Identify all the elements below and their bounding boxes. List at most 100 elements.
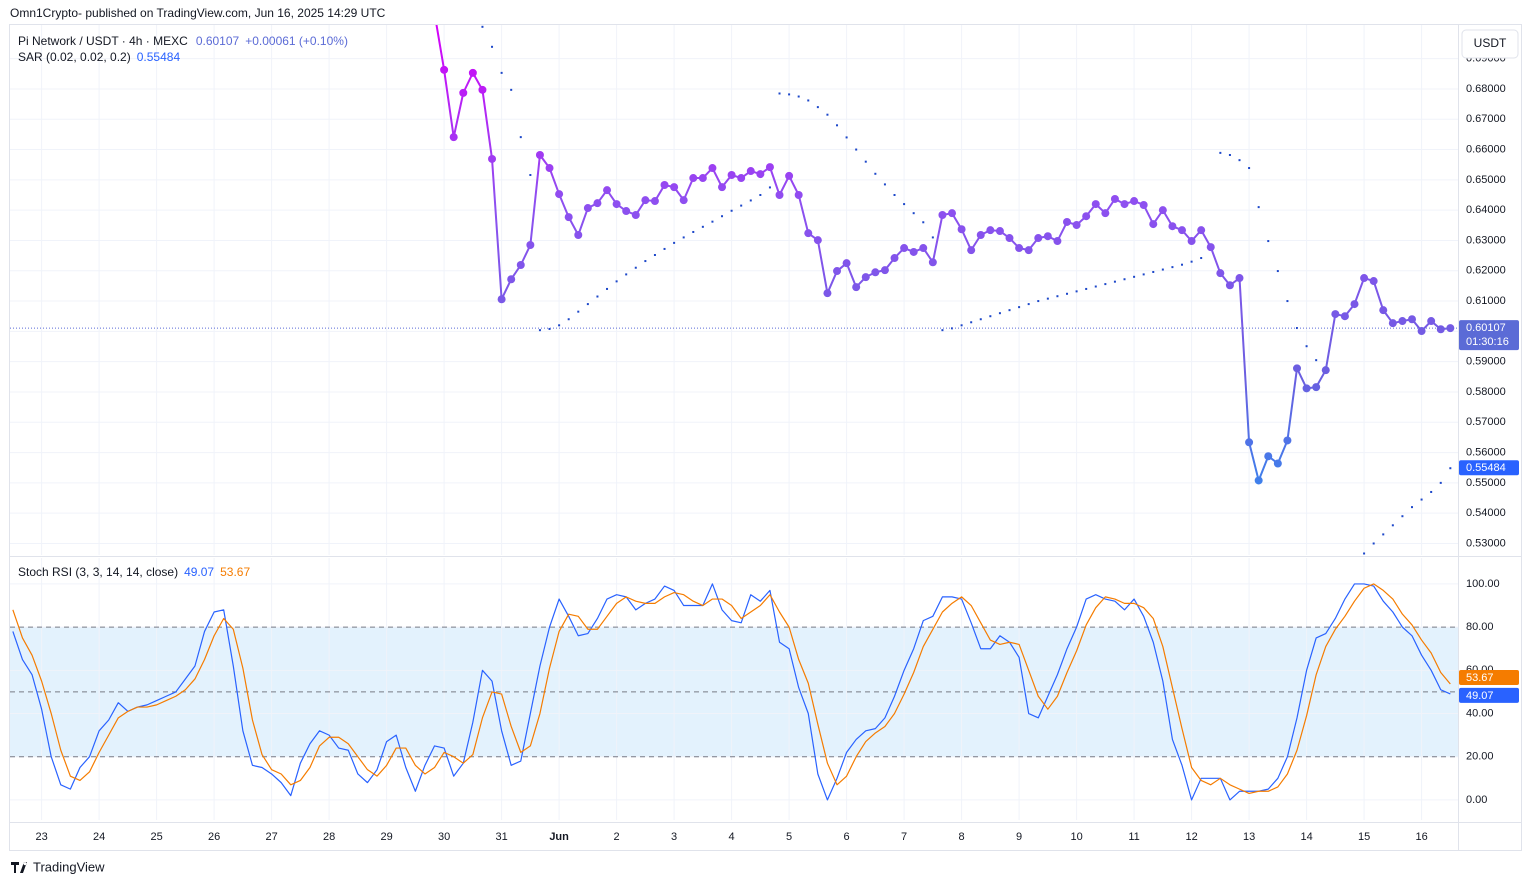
stoch-k-value: 49.07: [184, 565, 214, 579]
price-point: [1379, 306, 1388, 315]
sar-dot: [855, 148, 858, 151]
price-point: [1312, 383, 1321, 392]
sar-dot: [826, 113, 829, 116]
price-point: [679, 196, 688, 205]
sar-dot: [941, 329, 944, 332]
sar-dot: [1190, 260, 1193, 263]
price-point: [650, 197, 659, 206]
sar-dot: [960, 324, 963, 327]
sar-dot: [979, 318, 982, 321]
y-tick-label: 0.00: [1466, 794, 1487, 806]
price-point: [1427, 317, 1436, 326]
price-point: [1273, 459, 1282, 468]
sar-dot: [1315, 359, 1318, 362]
price-point: [957, 225, 966, 234]
footer-logo: [11, 862, 27, 873]
pane: [10, 25, 1458, 555]
price-point: [1283, 436, 1292, 445]
price-point: [507, 275, 516, 284]
sar-dot: [711, 220, 714, 223]
price-point: [1130, 197, 1139, 206]
sar-dot: [1181, 263, 1184, 266]
currency-label[interactable]: USDT: [1474, 36, 1507, 50]
price-label-box: [1459, 320, 1519, 351]
price-point: [593, 199, 602, 208]
y-tick-label: 0.61000: [1466, 295, 1506, 307]
price-point: [440, 65, 449, 74]
price-point: [1101, 209, 1110, 218]
sar-dot: [1411, 506, 1414, 509]
x-tick-label: 8: [959, 831, 965, 843]
price-point: [727, 171, 736, 179]
price-point: [535, 151, 544, 159]
sar-dot: [644, 260, 647, 263]
price-point: [813, 236, 822, 245]
price-point: [488, 154, 497, 163]
price-point: [995, 227, 1004, 236]
price-point: [449, 133, 458, 142]
price-point: [1350, 300, 1359, 309]
last-price: 0.60107: [196, 34, 240, 48]
price-point: [631, 211, 640, 219]
price-point: [1436, 325, 1445, 334]
price-point: [1388, 319, 1397, 328]
x-tick-label: 12: [1185, 831, 1197, 843]
x-tick-label: 25: [150, 831, 162, 843]
currency-button[interactable]: [1461, 29, 1519, 59]
price-point: [1015, 244, 1024, 253]
sar-dot: [1200, 257, 1203, 260]
sar-dot: [682, 236, 685, 239]
sar-dot: [778, 92, 781, 95]
price-point: [871, 268, 880, 277]
price-point: [928, 258, 937, 267]
sar-dot: [1123, 278, 1126, 281]
price-point: [1072, 221, 1081, 229]
price-point: [1216, 269, 1225, 278]
price-point: [660, 181, 669, 189]
price-point: [1149, 220, 1158, 229]
price-point: [1340, 312, 1349, 321]
sar-dot: [1248, 167, 1251, 170]
price-point: [583, 204, 592, 213]
sar-dot: [519, 136, 522, 139]
price-point: [459, 88, 468, 97]
sar-dot: [931, 236, 934, 239]
sar-dot: [922, 221, 925, 224]
sar-dot: [510, 88, 513, 91]
sar-dot: [1219, 151, 1222, 154]
byline: Omn1Crypto- published on TradingView.com…: [10, 6, 386, 20]
sar-dot: [1276, 270, 1279, 273]
price-point: [842, 259, 851, 268]
sar-dot: [998, 312, 1001, 315]
y-tick-label: 0.54000: [1466, 507, 1506, 519]
price-point: [698, 174, 707, 183]
price-point: [1398, 317, 1407, 326]
sar-dot: [586, 303, 589, 306]
sar-dot: [701, 225, 704, 228]
sar-label-text: 0.55484: [1466, 462, 1506, 474]
price-point: [986, 226, 995, 235]
sar-dot: [845, 136, 848, 139]
y-tick-label: 0.65000: [1466, 174, 1506, 186]
sar-dot: [634, 266, 637, 269]
stoch-d-label-box: [1459, 669, 1519, 685]
sar-dot: [491, 45, 494, 48]
price-point: [1293, 364, 1302, 373]
price-point: [1264, 452, 1273, 461]
price-point: [670, 183, 679, 192]
sar-dot: [749, 199, 752, 202]
price-point: [603, 186, 612, 195]
price-point: [497, 295, 506, 304]
price-point: [1302, 384, 1311, 393]
x-tick-label: 31: [495, 831, 507, 843]
price-point: [861, 273, 870, 282]
y-tick-label: 0.66000: [1466, 143, 1506, 155]
sar-value: 0.55484: [137, 50, 181, 64]
price-point: [689, 174, 698, 183]
price-point: [1168, 222, 1177, 231]
sar-dot: [807, 99, 810, 102]
sar-dot: [1267, 240, 1270, 243]
price-line: [435, 25, 1451, 482]
y-tick-label: 0.56000: [1466, 446, 1506, 458]
